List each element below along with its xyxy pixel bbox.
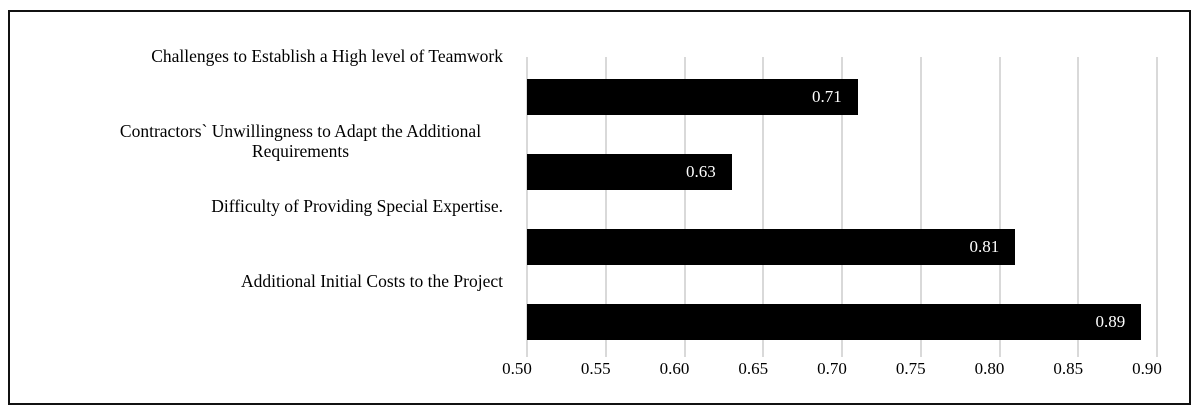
x-axis-tick-label: 0.50 <box>502 359 532 378</box>
x-axis-tick-label: 0.80 <box>974 359 1005 378</box>
gridline <box>919 57 922 357</box>
category-label: Contractors` Unwillingness to Adapt the … <box>119 121 482 161</box>
bar: 0.71 <box>527 79 858 115</box>
gridline <box>1077 57 1080 357</box>
gridline <box>604 57 607 357</box>
x-axis-tick-label: 0.60 <box>659 359 690 378</box>
gridline <box>1156 57 1158 357</box>
category-label: Difficulty of Providing Special Expertis… <box>211 196 503 216</box>
gridline <box>998 57 1001 357</box>
chart-frame: 0.71 0.63 0.81 0.89 <box>8 10 1191 405</box>
x-axis-tick-label: 0.70 <box>817 359 847 378</box>
category-label: Challenges to Establish a High level of … <box>151 46 503 66</box>
plot-area: 0.71 0.63 0.81 0.89 <box>526 57 1158 357</box>
bar-value-label: 0.81 <box>969 237 1000 256</box>
x-axis-tick-label: 0.75 <box>895 359 926 378</box>
bar: 0.63 <box>527 154 732 190</box>
category-label: Additional Initial Costs to the Project <box>241 271 503 291</box>
gridline <box>762 57 765 357</box>
x-axis-tick-label: 0.90 <box>1132 359 1162 378</box>
bar: 0.81 <box>527 229 1016 265</box>
bar-value-label: 0.71 <box>812 87 842 106</box>
x-axis-tick-label: 0.55 <box>580 359 611 378</box>
gridline <box>526 57 528 357</box>
gridline <box>683 57 686 357</box>
x-axis-tick-label: 0.85 <box>1053 359 1084 378</box>
x-axis-tick-label: 0.65 <box>738 359 769 378</box>
bar-value-label: 0.63 <box>686 162 716 181</box>
gridline <box>841 57 843 357</box>
bar-value-label: 0.89 <box>1095 312 1126 331</box>
bar: 0.89 <box>527 304 1142 340</box>
